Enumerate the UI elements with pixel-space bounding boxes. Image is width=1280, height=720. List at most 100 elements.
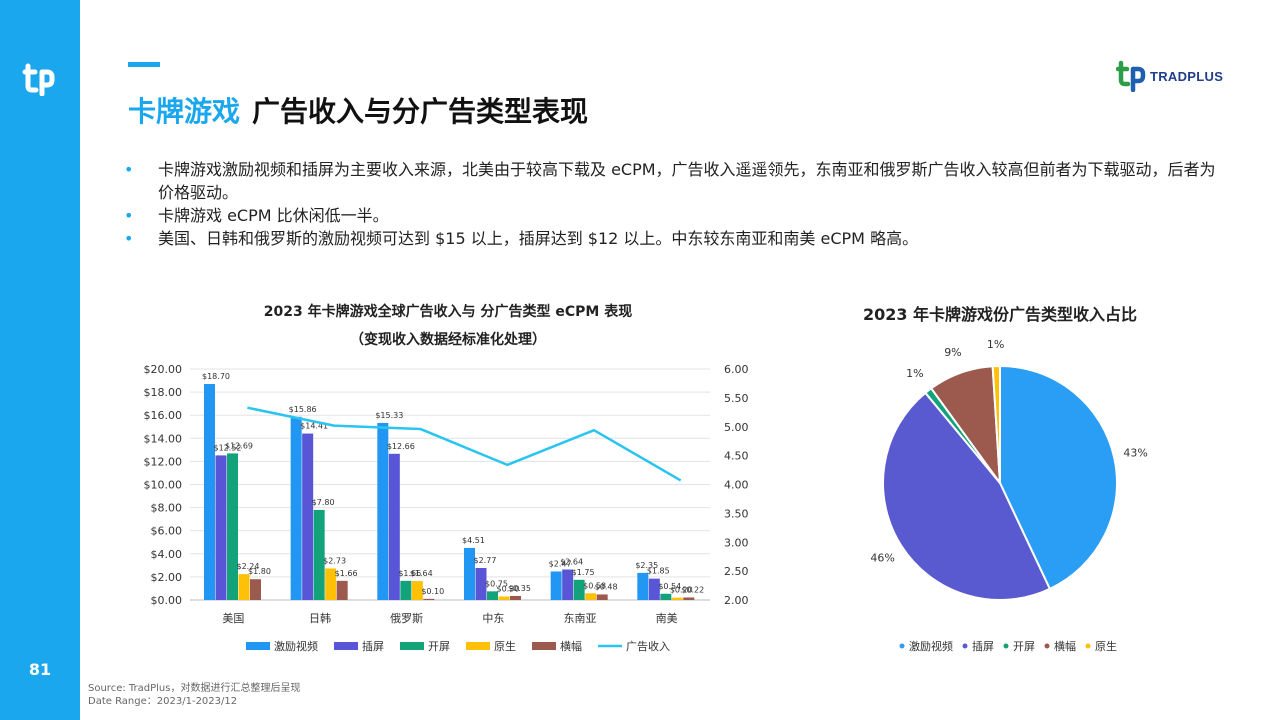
bar (377, 422, 389, 600)
bar (238, 574, 250, 600)
pie-data-label: 1% (906, 367, 923, 380)
bullet-list: 卡牌游戏激励视频和插屏为主要收入来源，北美由于较高下载及 eCPM，广告收入遥遥… (124, 158, 1224, 250)
legend-swatch (1044, 643, 1050, 649)
bar-chart-bars: $18.70 $12.52$12.69 $2.24$1.80 $15.86 $14.41… (202, 372, 704, 600)
bar (388, 453, 400, 600)
bar (637, 572, 649, 600)
bar (487, 591, 498, 600)
source-line: Source: TradPlus，对数据进行汇总整理后呈现 (88, 683, 301, 694)
legend-swatch (899, 643, 905, 649)
bar-chart-y-axis: $0.00 $2.00 $4.00 $6.00 $8.00 $10.00 $12.00 $14… (144, 363, 183, 607)
pie-slice (882, 391, 1052, 601)
bar (573, 579, 585, 600)
bar-data-label: $1.75 (572, 568, 595, 577)
bar (475, 568, 487, 600)
legend-label: 原生 (494, 639, 516, 653)
source-note: Source: TradPlus，对数据进行汇总整理后呈现 Date Range… (88, 682, 300, 708)
legend-label: 横幅 (1054, 639, 1076, 653)
pie-chart-labels: 43% 46% 1% 9% 1% (870, 338, 1147, 564)
tradplus-logo-icon (22, 63, 55, 96)
bar (423, 598, 435, 600)
legend-swatch (400, 642, 424, 650)
bar (648, 578, 660, 600)
brand-mark-icon (1116, 60, 1146, 92)
category-label: 俄罗斯 (390, 612, 423, 625)
bar-data-label: $1.85 (647, 567, 670, 576)
pie-data-label: 1% (987, 338, 1004, 351)
bar (336, 580, 348, 600)
title-accent-bar (128, 62, 160, 67)
category-label: 日韩 (309, 611, 331, 625)
bar-data-label: $7.80 (312, 498, 335, 507)
y2-tick-label: 3.00 (724, 536, 749, 549)
y-tick-label: $10.00 (144, 479, 183, 492)
date-range-line: Date Range：2023/1-2023/12 (88, 696, 238, 707)
bar (498, 596, 510, 600)
legend-swatch (962, 643, 968, 649)
bar (250, 579, 261, 600)
bar-data-label: $1.66 (335, 569, 358, 578)
bar (227, 453, 238, 600)
y2-tick-label: 2.00 (724, 594, 749, 607)
bullet-item: 卡牌游戏激励视频和插屏为主要收入来源，北美由于较高下载及 eCPM，广告收入遥遥… (124, 158, 1224, 204)
legend-label: 横幅 (560, 639, 582, 653)
bar-data-label: $1.80 (248, 567, 271, 576)
bar-chart-title: 2023 年卡牌游戏全球广告收入与 分广告类型 eCPM 表现 (264, 303, 632, 320)
y-tick-label: $14.00 (144, 432, 183, 445)
bar (550, 571, 562, 600)
bar-chart-x-axis: 美国 日韩 俄罗斯 中东 东南亚 南美 (222, 611, 677, 625)
bar-data-label: $12.52 (214, 443, 242, 452)
page-title: 卡牌游戏 广告收入与分广告类型表现 (128, 90, 588, 130)
bar-data-label: $0.48 (595, 582, 618, 591)
pie-data-label: 9% (944, 346, 961, 359)
bar-data-label: $0.10 (421, 587, 444, 596)
bar-chart-y2-axis: 2.00 2.50 3.00 3.50 4.00 4.50 5.00 5.50 6.00 (724, 363, 749, 607)
bar-data-label: $15.33 (375, 411, 403, 420)
bullet-item: 美国、日韩和俄罗斯的激励视频可达到 $15 以上，插屏达到 $12 以上。中东较… (124, 227, 1224, 250)
legend-swatch (466, 642, 490, 650)
bar (562, 569, 574, 600)
bar-data-label: $0.22 (681, 585, 704, 594)
bar (290, 416, 302, 600)
bar-data-label: $0.20 (670, 586, 693, 595)
y2-tick-label: 4.50 (724, 450, 749, 463)
brand-logo: TRADPLUS (1116, 60, 1223, 92)
bar (411, 581, 423, 600)
legend-swatch (1085, 643, 1091, 649)
bar-data-label: $2.47 (549, 559, 572, 568)
y-tick-label: $8.00 (151, 502, 183, 515)
bar-data-label: $2.24 (237, 562, 260, 571)
bar (660, 593, 672, 600)
y-tick-label: $0.00 (151, 594, 183, 607)
category-label: 中东 (482, 612, 504, 625)
bar-chart-legend: 激励视频 插屏 开屏 原生 横幅 广告收入 (246, 639, 670, 653)
page-title-accent: 卡牌游戏 (128, 95, 241, 128)
bar-data-label: $18.70 (202, 372, 230, 381)
legend-swatch (532, 642, 556, 650)
bar (313, 509, 325, 600)
bar (302, 433, 314, 600)
legend-label: 激励视频 (909, 639, 953, 653)
category-label: 美国 (222, 612, 244, 625)
y2-tick-label: 5.00 (724, 421, 749, 434)
bar-chart-revenue-line (247, 406, 682, 482)
bar-data-label: $0.35 (508, 584, 531, 593)
legend-swatch (246, 642, 270, 650)
y-tick-label: $2.00 (151, 571, 183, 584)
bar (683, 597, 695, 600)
legend-label: 激励视频 (274, 639, 318, 653)
category-label: 南美 (656, 612, 678, 625)
pie-chart-slices (882, 364, 1119, 601)
bullet-item: 卡牌游戏 eCPM 比休闲低一半。 (124, 204, 1224, 227)
y2-tick-label: 4.00 (724, 479, 749, 492)
page-number: 81 (28, 660, 52, 679)
y-tick-label: $18.00 (144, 386, 183, 399)
y-tick-label: $20.00 (144, 363, 183, 376)
bar (510, 595, 521, 600)
bar-data-label: $12.66 (387, 442, 415, 451)
y2-tick-label: 5.50 (724, 392, 749, 405)
bar (585, 593, 597, 600)
legend-swatch (1003, 643, 1009, 649)
bar-data-label: $14.41 (300, 422, 328, 431)
